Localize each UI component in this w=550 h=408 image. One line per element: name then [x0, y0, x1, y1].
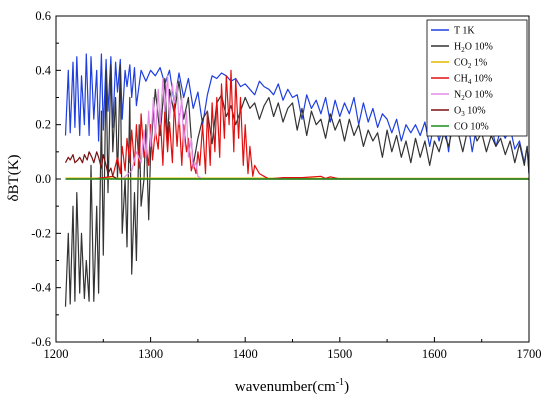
legend-label: H2O 10% [454, 42, 493, 55]
x-tick-label: 1600 [422, 347, 447, 361]
y-tick-label: 0.2 [35, 118, 51, 132]
x-tick-label: 1500 [327, 347, 352, 361]
x-tick-label: 1200 [44, 347, 69, 361]
legend-label: CO2 1% [454, 58, 487, 71]
legend-label: N2O 10% [454, 90, 493, 103]
y-axis-title: δBT(K) [6, 154, 22, 201]
x-axis-title-sup: -1 [336, 377, 344, 388]
legend-label-part: T 1K [454, 26, 475, 37]
y-tick-label: 0.6 [35, 9, 51, 23]
legend-label-part: H [454, 42, 461, 53]
y-tick-label: -0.6 [31, 335, 51, 349]
legend-label-part: O 10% [465, 42, 493, 53]
y-tick-label: -0.2 [31, 226, 51, 240]
legend-label-part: O 10% [465, 90, 493, 101]
legend-label-part: 10% [465, 106, 486, 117]
legend-label-part: CH [454, 74, 468, 85]
legend-label-part: 1% [471, 58, 487, 69]
legend-label-part: CO 10% [454, 122, 489, 133]
y-tick-label: 0.0 [35, 172, 51, 186]
legend-label-part: N [454, 90, 461, 101]
x-tick-label: 1700 [517, 347, 542, 361]
legend-label: O3 10% [454, 106, 486, 119]
legend-label-part: CO [454, 58, 468, 69]
legend-label: T 1K [454, 26, 475, 37]
x-axis-title-main: wavenumber(cm [235, 379, 336, 395]
x-tick-label: 1400 [233, 347, 258, 361]
legend: T 1K H2O 10% CO2 1% CH4 10% N2O 10% O3 10% CO … [427, 20, 527, 136]
x-axis-title: wavenumber(cm-1) [235, 377, 349, 395]
legend-label-part: 10% [471, 74, 492, 85]
y-tick-label: -0.4 [31, 281, 52, 295]
legend-label: CO 10% [454, 122, 489, 133]
legend-label-part: O [454, 106, 461, 117]
y-tick-label: 0.4 [35, 63, 51, 77]
x-tick-label: 1300 [138, 347, 163, 361]
legend-label: CH4 10% [454, 74, 492, 87]
x-axis-title-close: ) [344, 379, 349, 395]
